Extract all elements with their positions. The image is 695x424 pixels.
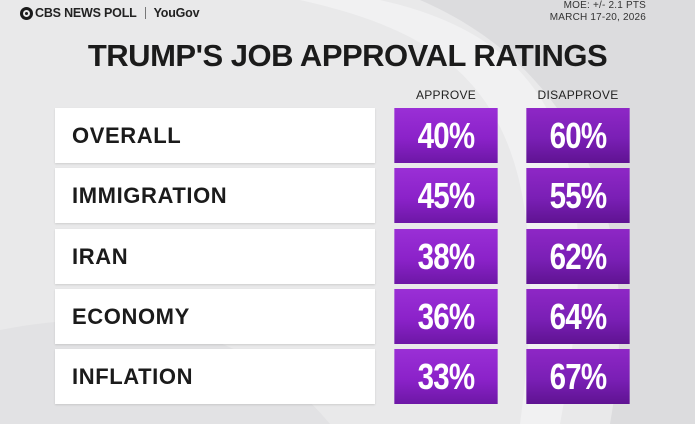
disapprove-value: 60% [549,114,607,156]
row-label: IMMIGRATION [72,182,228,208]
margin-of-error: MOE: +/- 2.1 PTS [563,0,646,11]
disapprove-value-cell: 64% [526,289,630,344]
disapprove-value: 55% [549,174,607,216]
approve-value-cell: 40% [394,108,498,163]
disapprove-value-cell: 62% [526,229,630,284]
approve-value-cell: 33% [394,349,498,404]
row-label-box: OVERALL [55,108,375,163]
approve-value: 38% [417,235,475,277]
row-label: IRAN [72,243,129,269]
cbs-eye-logo-icon [20,6,33,20]
disapprove-value-cell: 55% [526,168,630,223]
row-label-box: IMMIGRATION [55,168,375,223]
poll-dates: MARCH 17-20, 2026 [549,12,646,23]
pollster-name: YouGov [153,6,200,20]
column-header-disapprove: DISAPPROVE [537,88,619,102]
row-label-box: ECONOMY [55,289,375,344]
disapprove-value: 67% [549,355,607,397]
disapprove-value-cell: 67% [526,349,630,404]
disapprove-value-cell: 60% [526,108,630,163]
chart-title: TRUMP'S JOB APPROVAL RATINGS [87,38,608,73]
header-divider [144,7,146,19]
row-label: OVERALL [72,122,182,148]
approve-value-cell: 36% [394,289,498,344]
approve-value: 33% [417,355,475,397]
disapprove-value: 62% [549,235,607,277]
row-label-box: IRAN [55,229,375,284]
row-label: INFLATION [72,363,194,389]
approve-value: 40% [417,114,475,156]
disapprove-value: 64% [549,295,607,337]
approve-value: 45% [417,174,475,216]
header-brand: CBS NEWS POLL YouGov [20,6,200,20]
column-header-approve: APPROVE [415,88,477,102]
approve-value-cell: 38% [394,229,498,284]
row-label-box: INFLATION [55,349,375,404]
approve-value-cell: 45% [394,168,498,223]
row-label: ECONOMY [72,303,190,329]
approve-value: 36% [417,295,475,337]
brand-name: CBS NEWS POLL [35,6,137,20]
poll-meta: MOE: +/- 2.1 PTS MARCH 17-20, 2026 [550,0,646,24]
